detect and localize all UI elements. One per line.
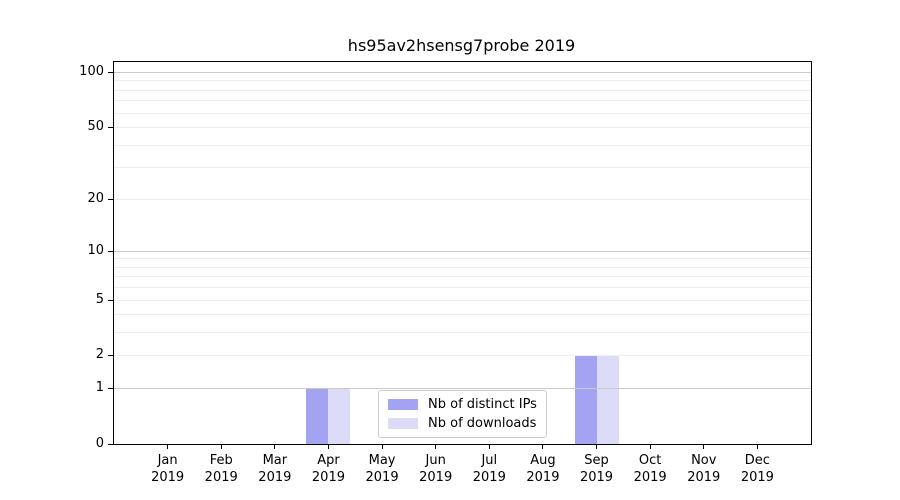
x-tick-label: Mar 2019 bbox=[258, 453, 292, 485]
x-tick-label: Jul 2019 bbox=[472, 453, 506, 485]
gridline-minor bbox=[114, 276, 811, 277]
x-tick-label: May 2019 bbox=[365, 453, 399, 485]
gridline-minor bbox=[114, 199, 811, 200]
x-tick-label: Dec 2019 bbox=[740, 453, 774, 485]
x-tick-label: Jan 2019 bbox=[151, 453, 185, 485]
gridline-major bbox=[114, 388, 811, 389]
gridline-major bbox=[114, 72, 811, 73]
x-tick-label: Nov 2019 bbox=[687, 453, 721, 485]
y-tick-mark bbox=[108, 300, 113, 301]
y-tick-mark bbox=[108, 251, 113, 252]
x-tick-mark bbox=[220, 444, 222, 449]
y-tick-label: 100 bbox=[79, 64, 104, 80]
y-tick-label: 1 bbox=[95, 380, 104, 396]
legend-swatch-distinct-ips bbox=[388, 399, 418, 410]
gridline-minor bbox=[114, 355, 811, 356]
gridline-minor bbox=[114, 258, 811, 259]
x-tick-mark bbox=[327, 444, 329, 449]
gridline-minor bbox=[114, 167, 811, 168]
x-tick-mark bbox=[274, 444, 276, 449]
legend-label-downloads: Nb of downloads bbox=[428, 416, 537, 431]
gridline-minor bbox=[114, 113, 811, 114]
plot-area: Nb of distinct IPs Nb of downloads 0 1 2 5 1… bbox=[79, 61, 812, 485]
gridline-minor bbox=[114, 332, 811, 333]
gridline-minor bbox=[114, 80, 811, 81]
gridline-minor bbox=[114, 90, 811, 91]
gridline-minor bbox=[114, 145, 811, 146]
x-tick-mark bbox=[756, 444, 758, 449]
y-tick-mark bbox=[108, 388, 113, 389]
gridline-minor bbox=[114, 300, 811, 301]
y-tick-mark bbox=[108, 199, 113, 200]
y-tick-label: 10 bbox=[87, 242, 104, 258]
bar-apr-distinct-ips bbox=[306, 388, 329, 444]
x-tick-mark bbox=[542, 444, 544, 449]
x-tick-label: Apr 2019 bbox=[311, 453, 345, 485]
y-tick-label: 2 bbox=[95, 347, 104, 363]
y-tick-label: 0 bbox=[95, 436, 104, 451]
bar-apr-downloads bbox=[328, 388, 351, 444]
y-tick-label: 50 bbox=[87, 119, 104, 135]
gridline-major bbox=[114, 251, 811, 252]
x-tick-mark bbox=[649, 444, 651, 449]
y-tick-label: 5 bbox=[95, 291, 104, 307]
gridline-minor bbox=[114, 100, 811, 101]
x-tick-mark bbox=[488, 444, 490, 449]
legend: Nb of distinct IPs Nb of downloads bbox=[378, 390, 547, 438]
y-tick-mark bbox=[108, 444, 113, 445]
y-tick-label: 20 bbox=[87, 190, 104, 206]
x-tick-mark bbox=[703, 444, 705, 449]
x-tick-label: Sep 2019 bbox=[579, 453, 614, 485]
gridline-minor bbox=[114, 267, 811, 268]
x-tick-mark bbox=[596, 444, 598, 449]
x-tick-label: Feb 2019 bbox=[204, 453, 238, 485]
gridline-minor bbox=[114, 127, 811, 128]
legend-label-distinct-ips: Nb of distinct IPs bbox=[428, 397, 537, 412]
x-tick-label: Aug 2019 bbox=[526, 453, 560, 485]
chart-title: hs95av2hsensg7probe 2019 bbox=[347, 36, 576, 55]
legend-row: Nb of distinct IPs bbox=[388, 397, 537, 412]
x-tick-mark bbox=[167, 444, 169, 449]
x-tick-mark bbox=[381, 444, 383, 449]
gridline-minor bbox=[114, 314, 811, 315]
bar-sep-downloads bbox=[596, 355, 619, 444]
legend-row: Nb of downloads bbox=[388, 416, 537, 431]
bar-sep-distinct-ips bbox=[574, 355, 597, 444]
x-tick-label: Oct 2019 bbox=[633, 453, 667, 485]
y-tick-mark bbox=[108, 355, 113, 356]
y-tick-mark bbox=[108, 72, 113, 73]
x-tick-mark bbox=[435, 444, 437, 449]
legend-swatch-downloads bbox=[388, 418, 418, 429]
x-tick-label: Jun 2019 bbox=[419, 453, 453, 485]
gridline-minor bbox=[114, 287, 811, 288]
y-tick-mark bbox=[108, 127, 113, 128]
